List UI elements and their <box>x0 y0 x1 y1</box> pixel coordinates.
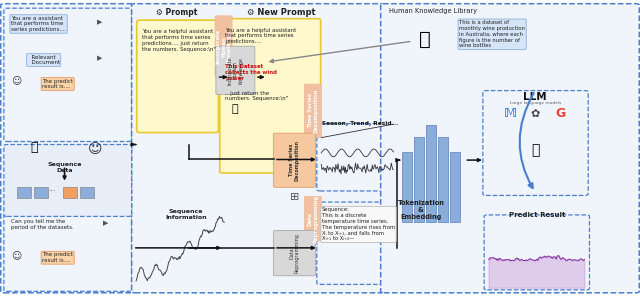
Text: G: G <box>556 107 566 120</box>
Text: Season, Trend, Resid...: Season, Trend, Resid... <box>322 121 398 126</box>
Text: Predict Result: Predict Result <box>509 212 565 218</box>
FancyBboxPatch shape <box>304 196 322 241</box>
Text: ☺: ☺ <box>11 250 21 260</box>
Text: You are a helpful assistant
that performs time series
predictions.... just retur: You are a helpful assistant that perform… <box>143 29 216 51</box>
FancyBboxPatch shape <box>216 46 255 95</box>
Text: Sequence
Information: Sequence Information <box>165 209 207 220</box>
Text: 📈: 📈 <box>30 141 38 154</box>
FancyBboxPatch shape <box>402 152 412 222</box>
FancyBboxPatch shape <box>214 15 232 77</box>
FancyBboxPatch shape <box>317 202 399 284</box>
Text: ✿: ✿ <box>531 109 540 119</box>
Text: ☺: ☺ <box>11 76 21 86</box>
FancyBboxPatch shape <box>438 137 449 222</box>
FancyBboxPatch shape <box>426 125 436 222</box>
Text: Can you tell me the
period of the datasets.: Can you tell me the period of the datase… <box>11 219 74 230</box>
FancyBboxPatch shape <box>132 4 384 293</box>
Text: ⊞: ⊞ <box>290 192 299 202</box>
Text: 🧠: 🧠 <box>531 144 540 157</box>
FancyBboxPatch shape <box>304 84 322 138</box>
FancyBboxPatch shape <box>137 20 218 132</box>
Text: ▶: ▶ <box>97 55 102 61</box>
Text: The predict
result is....: The predict result is.... <box>42 79 73 89</box>
Text: ...just return the
numbers. Sequence:\n": ...just return the numbers. Sequence:\n" <box>225 91 289 101</box>
Text: This Dataset
collects the wind
power: This Dataset collects the wind power <box>225 64 278 81</box>
FancyBboxPatch shape <box>4 8 132 141</box>
Text: The predict
result is....: The predict result is.... <box>42 252 73 263</box>
FancyBboxPatch shape <box>317 123 399 191</box>
Text: This is a dataset of
monthly wine production
in Australia, where each
figure is : This is a dataset of monthly wine produc… <box>460 20 525 48</box>
Text: Data
Reprogramming: Data Reprogramming <box>289 233 300 273</box>
Text: Relevant
  Document: Relevant Document <box>28 54 60 65</box>
Text: ···: ··· <box>49 187 56 196</box>
FancyBboxPatch shape <box>484 215 589 290</box>
FancyBboxPatch shape <box>451 152 461 222</box>
Text: ☺: ☺ <box>88 142 102 156</box>
Text: 🗄: 🗄 <box>232 104 238 113</box>
FancyBboxPatch shape <box>1 4 135 293</box>
FancyBboxPatch shape <box>34 187 48 198</box>
FancyBboxPatch shape <box>63 187 77 198</box>
FancyBboxPatch shape <box>483 91 588 195</box>
Text: Time Series
Decomposition: Time Series Decomposition <box>308 88 318 133</box>
FancyBboxPatch shape <box>414 137 424 222</box>
Text: Sequence
Data: Sequence Data <box>47 163 82 173</box>
Text: 🗄: 🗄 <box>419 30 431 49</box>
FancyBboxPatch shape <box>17 187 31 198</box>
Text: You are a helpful assistant
that performs time series
predictions....: You are a helpful assistant that perform… <box>225 28 297 44</box>
Text: ⚙ Prompt: ⚙ Prompt <box>156 8 197 17</box>
FancyBboxPatch shape <box>80 187 94 198</box>
Text: ▶: ▶ <box>97 19 102 25</box>
FancyBboxPatch shape <box>4 215 132 291</box>
Text: ⚙ New Prompt: ⚙ New Prompt <box>246 8 315 17</box>
Text: LLM: LLM <box>524 92 547 102</box>
FancyBboxPatch shape <box>381 4 639 293</box>
FancyBboxPatch shape <box>4 144 132 216</box>
Text: Data
Reprogramming: Data Reprogramming <box>308 195 318 243</box>
Text: Incorporate
Human
Knowledge: Incorporate Human Knowledge <box>215 29 232 64</box>
Text: Sequence:
This is a discrete
temperature time series.
The temperature rises from: Sequence: This is a discrete temperature… <box>322 207 395 241</box>
Text: Incorporate
Human
Knowledge: Incorporate Human Knowledge <box>227 56 244 85</box>
Text: Human Knowledge Library: Human Knowledge Library <box>389 8 477 14</box>
Text: Tokenization
&
Embedding: Tokenization & Embedding <box>397 200 444 220</box>
Text: You are a assistant
that performs time
series predictions....: You are a assistant that performs time s… <box>11 16 67 32</box>
FancyBboxPatch shape <box>220 19 321 173</box>
FancyBboxPatch shape <box>273 133 316 187</box>
Text: Large language models: Large language models <box>509 101 561 105</box>
FancyBboxPatch shape <box>273 231 316 276</box>
Text: 𝕄: 𝕄 <box>504 107 517 120</box>
Text: Time Series
Decomposition: Time Series Decomposition <box>289 140 300 181</box>
Text: ▶: ▶ <box>104 220 109 226</box>
